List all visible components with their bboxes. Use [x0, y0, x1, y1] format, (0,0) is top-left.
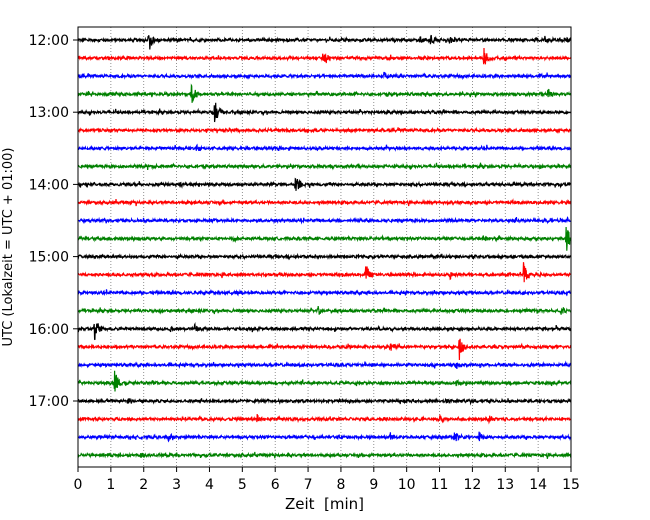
y-tick-label: 14:00 [29, 177, 69, 193]
trace-line [77, 370, 572, 392]
y-axis-ticks: 12:00 13:00 14:00 15:00 16:00 17:00 [29, 33, 78, 410]
y-tick-label: 16:00 [29, 322, 69, 338]
x-axis-label: Zeit [min] [285, 495, 364, 513]
trace-line [77, 306, 572, 315]
traces [77, 34, 572, 459]
trace-line [77, 47, 572, 65]
trace-line [77, 262, 572, 283]
grid-lines [110, 27, 539, 467]
x-axis-ticks: 0 1 2 3 4 5 6 7 8 9 10 11 12 13 14 15 [74, 467, 580, 493]
y-tick-label: 12:00 [29, 33, 69, 49]
x-tick-label: 9 [369, 477, 378, 493]
x-tick-label: 3 [172, 477, 181, 493]
x-tick-label: 6 [271, 477, 280, 493]
x-tick-label: 7 [304, 477, 313, 493]
plot-area [78, 27, 571, 467]
x-tick-label: 2 [139, 477, 148, 493]
x-tick-label: 12 [463, 477, 481, 493]
trace-line [77, 162, 572, 171]
trace-line [77, 413, 572, 425]
y-tick-label: 17:00 [29, 394, 69, 410]
trace-line [77, 102, 572, 123]
x-tick-label: 5 [238, 477, 247, 493]
trace-line [77, 126, 572, 134]
x-tick-label: 0 [74, 477, 83, 493]
trace-line [77, 397, 572, 406]
trace-line [77, 216, 572, 225]
trace-line [77, 177, 572, 191]
trace-line [77, 288, 572, 297]
trace-line [77, 252, 572, 261]
trace-line [77, 83, 572, 103]
trace-line [77, 322, 572, 341]
trace-line [77, 431, 572, 443]
y-axis-label: UTC (Lokalzeit = UTC + 01:00) [1, 148, 16, 347]
trace-line [77, 338, 572, 361]
y-tick-label: 13:00 [29, 105, 69, 121]
plot-border [77, 26, 572, 468]
x-tick-label: 1 [106, 477, 115, 493]
x-tick-label: 8 [336, 477, 345, 493]
trace-line [77, 198, 572, 207]
x-tick-label: 10 [398, 477, 416, 493]
trace-line [77, 143, 572, 152]
x-tick-label: 11 [431, 477, 449, 493]
x-tick-label: 4 [205, 477, 214, 493]
y-tick-label: 15:00 [29, 250, 69, 266]
trace-line [77, 226, 572, 251]
trace-line [77, 71, 572, 81]
trace-line [77, 451, 572, 459]
trace-line [77, 34, 572, 50]
x-tick-label: 14 [529, 477, 547, 493]
x-tick-label: 15 [562, 477, 580, 493]
trace-line [77, 360, 572, 370]
x-tick-label: 13 [496, 477, 514, 493]
